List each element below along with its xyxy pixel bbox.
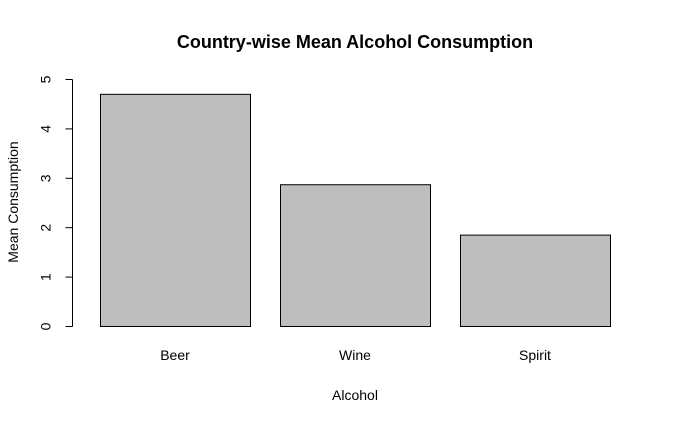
bar-spirit: [460, 234, 611, 327]
y-tick-label-1: 1: [38, 273, 54, 281]
y-axis: 0 1 2 3 4 5: [38, 75, 73, 330]
y-tick-label-4: 4: [38, 125, 54, 133]
x-tick-label-beer: Beer: [160, 347, 190, 363]
bar-beer: [100, 93, 251, 327]
y-tick-label-5: 5: [38, 75, 54, 83]
x-tick-label-spirit: Spirit: [519, 347, 551, 363]
x-axis-labels: Beer Wine Spirit: [160, 347, 551, 363]
x-tick-label-wine: Wine: [339, 347, 371, 363]
bars-layer: [100, 93, 611, 327]
x-axis-title: Alcohol: [332, 387, 378, 403]
y-tick-label-3: 3: [38, 174, 54, 182]
y-axis-title: Mean Consumption: [5, 141, 21, 262]
y-tick-label-2: 2: [38, 224, 54, 232]
chart-title: Country-wise Mean Alcohol Consumption: [177, 32, 533, 52]
bar-wine: [280, 184, 431, 327]
y-tick-label-0: 0: [38, 322, 54, 330]
